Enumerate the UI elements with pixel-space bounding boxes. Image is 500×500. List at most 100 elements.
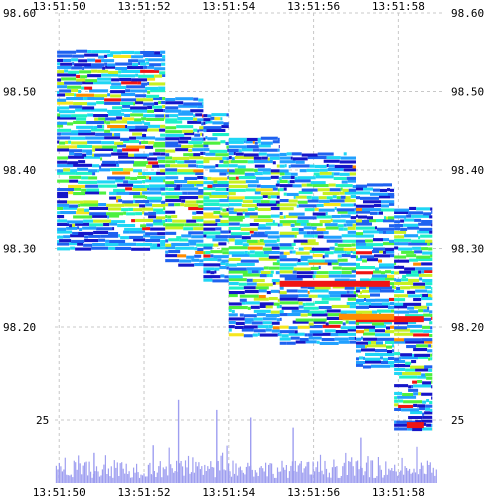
heatmap-cell	[323, 235, 342, 239]
heatmap-cell	[415, 267, 433, 271]
heatmap-cell	[423, 329, 433, 333]
heatmap-cell	[345, 320, 349, 324]
heatmap-cell	[298, 301, 303, 305]
heatmap-cell	[375, 329, 385, 333]
heatmap-cell	[397, 395, 417, 399]
heatmap-cell	[311, 226, 317, 230]
heatmap-cell	[147, 82, 150, 86]
heatmap-cell	[328, 271, 342, 275]
heatmap-cell	[210, 254, 214, 258]
heatmap-cell	[379, 230, 383, 234]
heatmap-cell	[279, 203, 297, 207]
heatmap-cell	[163, 223, 166, 227]
heatmap-cell	[89, 223, 104, 227]
heatmap-cell	[356, 271, 373, 275]
heatmap-cell	[239, 294, 259, 298]
heatmap-cell	[63, 168, 71, 172]
volume-bar	[379, 465, 381, 483]
volume-bar	[376, 476, 378, 483]
heatmap-cell	[305, 340, 317, 344]
heatmap-cell	[104, 120, 107, 124]
heatmap-cell	[210, 271, 215, 275]
heatmap-cell	[57, 132, 62, 136]
heatmap-cell	[197, 105, 204, 109]
volume-bar	[55, 465, 57, 483]
heatmap-cell	[256, 184, 261, 188]
heatmap-cell	[264, 231, 279, 235]
volume-bar	[225, 470, 227, 483]
heatmap-cell	[428, 368, 433, 372]
heatmap-cell	[260, 141, 273, 145]
heatmap-cell	[325, 226, 339, 230]
heatmap-cell	[340, 203, 354, 207]
heatmap-cell	[401, 278, 409, 282]
volume-bar	[411, 472, 414, 483]
heatmap-cell	[248, 242, 265, 246]
heatmap-cell	[165, 192, 183, 196]
heatmap-cell	[132, 109, 148, 113]
heatmap-cell	[70, 234, 85, 238]
heatmap-cell	[203, 144, 209, 148]
heatmap-cell	[228, 140, 244, 144]
heatmap-cell	[252, 333, 258, 337]
volume-bar	[222, 452, 224, 483]
volume-bar	[103, 464, 105, 483]
heatmap-cell	[394, 227, 401, 231]
heatmap-cell	[226, 171, 229, 175]
heatmap-cell	[165, 250, 169, 254]
heatmap-cell	[57, 136, 71, 140]
heatmap-cell	[135, 212, 143, 216]
heatmap-cell	[237, 165, 246, 169]
heatmap-cell	[300, 242, 319, 246]
heatmap-cell	[133, 238, 146, 242]
heatmap-cell	[283, 215, 286, 219]
heatmap-cell	[69, 149, 83, 153]
heatmap-cell	[203, 270, 207, 274]
heatmap-cell	[314, 234, 318, 238]
heatmap-cell	[356, 232, 363, 236]
heatmap-cell	[259, 302, 274, 306]
heatmap-cell	[57, 169, 64, 173]
heatmap-cell	[314, 286, 331, 290]
heatmap-cell	[147, 187, 150, 191]
heatmap-cell	[57, 140, 60, 144]
heatmap-cell	[304, 333, 308, 337]
heatmap-cell	[270, 169, 280, 173]
heatmap-cell	[222, 251, 229, 255]
heatmap-cell	[77, 242, 84, 246]
volume-bar	[164, 469, 166, 483]
heatmap-cell	[233, 151, 236, 155]
heatmap-cell	[87, 50, 92, 54]
heatmap-cell	[265, 222, 278, 226]
heatmap-cell	[219, 266, 227, 270]
heatmap-cell	[83, 200, 99, 204]
heatmap-cell	[128, 59, 139, 63]
heatmap-cell	[82, 81, 94, 85]
heatmap-cell	[197, 118, 204, 122]
heatmap-cell	[177, 160, 185, 164]
heatmap-cell	[394, 271, 400, 275]
volume-bar	[414, 472, 417, 483]
heatmap-cell	[76, 78, 86, 82]
heatmap-cell	[140, 224, 147, 228]
heatmap-cell	[394, 208, 410, 212]
heatmap-cell	[246, 239, 258, 243]
heatmap-cell	[63, 235, 71, 239]
heatmap-cell	[367, 216, 373, 220]
heatmap-cell	[279, 164, 285, 168]
heatmap-cell	[279, 333, 282, 337]
heatmap-cell	[228, 306, 248, 310]
heatmap-cell	[429, 334, 433, 338]
heatmap-cell	[297, 298, 312, 302]
heatmap-cell	[404, 234, 419, 238]
volume-bar	[195, 461, 197, 483]
volume-bar	[69, 475, 71, 483]
heatmap-cell	[57, 62, 61, 66]
volume-bar	[330, 477, 332, 483]
volume-bar	[162, 467, 164, 483]
volume-bar	[119, 463, 121, 483]
heatmap-cell	[227, 148, 229, 152]
heatmap-cell	[276, 318, 280, 322]
heatmap-cell	[228, 294, 238, 298]
heatmap-cell	[70, 136, 86, 140]
